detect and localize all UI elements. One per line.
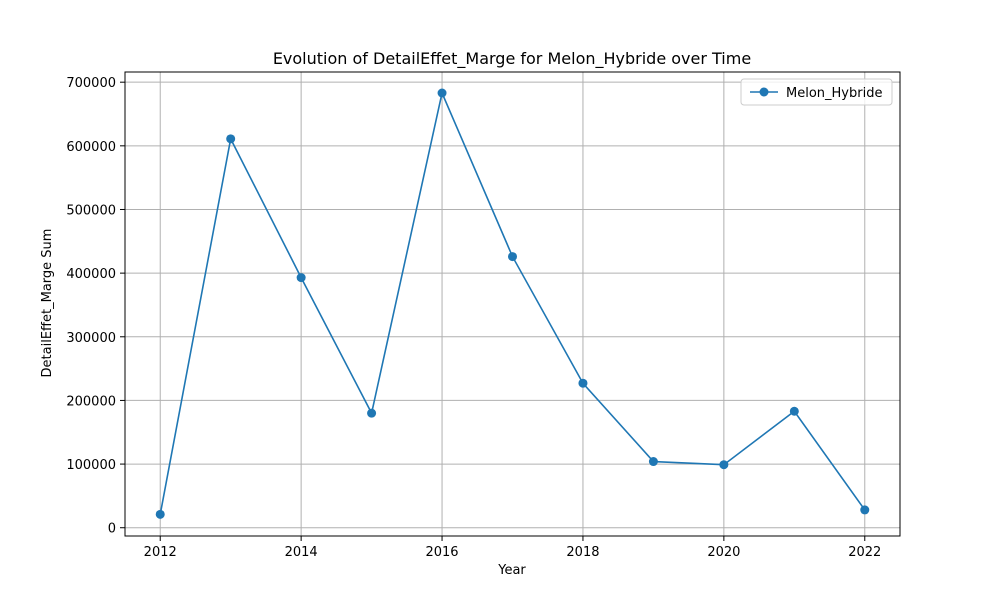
x-tick-label: 2022: [848, 545, 881, 560]
legend-marker: [759, 87, 769, 97]
y-tick-label: 700000: [66, 76, 116, 91]
data-point: [226, 134, 236, 144]
data-point: [789, 406, 799, 416]
series-line: [159, 90, 866, 515]
y-axis-label: DetailEffet_Marge Sum: [40, 229, 55, 378]
data-point: [367, 408, 377, 418]
series-layer: [155, 88, 870, 519]
x-tick-label: 2012: [144, 545, 177, 560]
y-tick-label: 400000: [66, 267, 116, 282]
data-point: [437, 88, 447, 98]
legend-label: Melon_Hybride: [786, 86, 882, 101]
legend-box: [740, 78, 893, 106]
grid: [125, 72, 900, 536]
y-tick-label: 100000: [66, 458, 116, 473]
data-point: [648, 457, 658, 467]
data-point: [155, 509, 165, 519]
x-tick-label: 2014: [285, 545, 318, 560]
x-axis-label: Year: [497, 563, 526, 578]
x-tick-label: 2016: [425, 545, 458, 560]
legend: Melon_Hybride: [740, 78, 893, 106]
y-tick-label: 0: [108, 522, 116, 537]
plot-frame: [124, 71, 901, 537]
y-tick-label: 200000: [66, 394, 116, 409]
data-point: [508, 252, 517, 262]
y-tick-label: 600000: [66, 140, 116, 155]
chart-title: Evolution of DetailEffet_Marge for Melon…: [273, 49, 751, 69]
data-point: [860, 505, 870, 515]
data-point: [719, 460, 729, 470]
x-tick-label: 2018: [566, 545, 599, 560]
axes: 2012 2014 2016 2018 2020 2022 0 100000 200000 300…: [66, 71, 901, 560]
y-tick-label: 500000: [66, 203, 116, 218]
x-tick-label: 2020: [707, 545, 740, 560]
y-tick-label: 300000: [66, 331, 116, 346]
data-point: [578, 378, 588, 388]
data-point: [296, 273, 306, 283]
